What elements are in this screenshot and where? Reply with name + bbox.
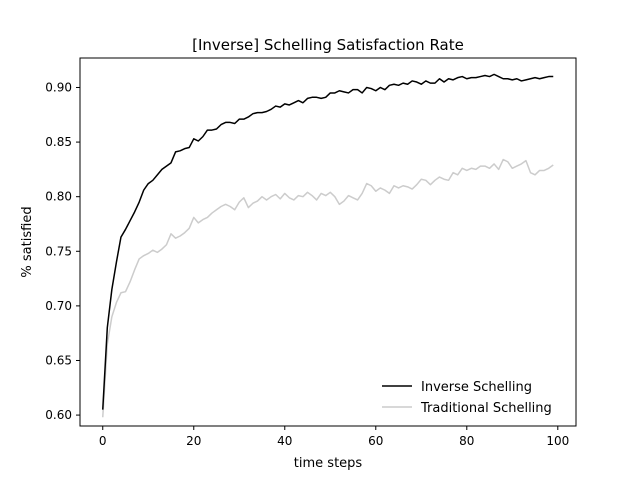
series-line-1 <box>102 158 554 418</box>
legend-label-0: Inverse Schelling <box>421 380 532 395</box>
y-tick-label: 0.75 <box>45 244 72 258</box>
x-tick-label: 60 <box>368 434 383 448</box>
y-tick-label: 0.60 <box>45 408 72 422</box>
legend-label-1: Traditional Schelling <box>420 401 552 416</box>
plot-frame <box>79 57 577 427</box>
x-axis-label: time steps <box>294 456 363 471</box>
y-tick-label: 0.70 <box>45 299 72 313</box>
x-tick-label: 100 <box>546 434 569 448</box>
legend: Inverse Schelling Traditional Schelling <box>382 380 552 416</box>
y-tick-label: 0.80 <box>45 190 72 204</box>
x-tick-label: 20 <box>186 434 201 448</box>
x-tick-label: 80 <box>459 434 474 448</box>
x-axis-ticks: 0 20 40 60 80 100 <box>99 426 569 448</box>
x-tick-label: 0 <box>99 434 107 448</box>
chart-title: [Inverse] Schelling Satisfaction Rate <box>192 36 464 54</box>
y-tick-label: 0.90 <box>45 80 72 94</box>
plot-area <box>79 57 577 427</box>
y-tick-label: 0.65 <box>45 353 72 367</box>
y-tick-label: 0.85 <box>45 135 72 149</box>
x-tick-label: 40 <box>277 434 292 448</box>
y-axis-label: % satisfied <box>20 206 35 277</box>
series-line-0 <box>102 73 554 410</box>
y-axis-ticks: 0.60 0.65 0.70 0.75 0.80 0.85 0.90 <box>45 80 80 422</box>
